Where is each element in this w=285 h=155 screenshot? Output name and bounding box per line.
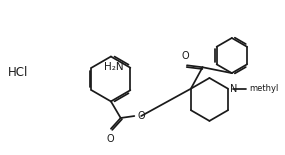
Text: N: N (230, 84, 237, 94)
Text: HCl: HCl (8, 66, 29, 79)
Text: O: O (181, 51, 189, 61)
Text: O: O (137, 111, 145, 121)
Text: methyl: methyl (249, 84, 279, 93)
Text: O: O (106, 134, 114, 144)
Text: H₂N: H₂N (104, 62, 123, 72)
